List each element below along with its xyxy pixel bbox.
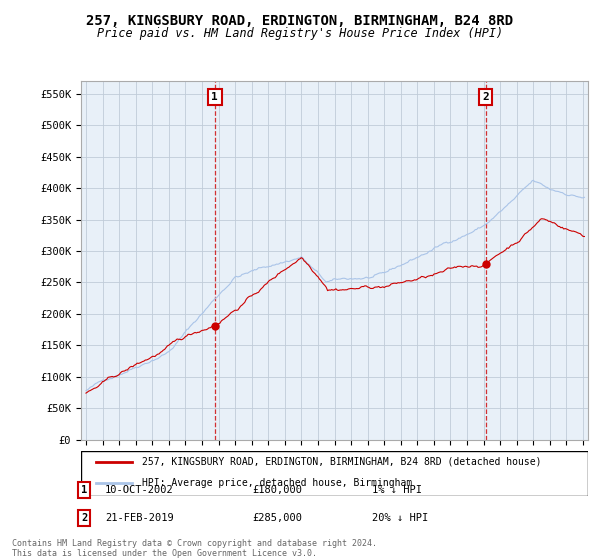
Text: 2: 2 (482, 92, 489, 102)
Text: HPI: Average price, detached house, Birmingham: HPI: Average price, detached house, Birm… (142, 478, 412, 488)
Text: 257, KINGSBURY ROAD, ERDINGTON, BIRMINGHAM, B24 8RD: 257, KINGSBURY ROAD, ERDINGTON, BIRMINGH… (86, 14, 514, 28)
Text: 1: 1 (211, 92, 218, 102)
Text: 10-OCT-2002: 10-OCT-2002 (105, 485, 174, 495)
Text: Contains HM Land Registry data © Crown copyright and database right 2024.
This d: Contains HM Land Registry data © Crown c… (12, 539, 377, 558)
Text: 1% ↓ HPI: 1% ↓ HPI (372, 485, 422, 495)
Text: 257, KINGSBURY ROAD, ERDINGTON, BIRMINGHAM, B24 8RD (detached house): 257, KINGSBURY ROAD, ERDINGTON, BIRMINGH… (142, 457, 541, 467)
Text: 2: 2 (81, 513, 87, 523)
Text: Price paid vs. HM Land Registry's House Price Index (HPI): Price paid vs. HM Land Registry's House … (97, 27, 503, 40)
Text: £180,000: £180,000 (252, 485, 302, 495)
Text: 20% ↓ HPI: 20% ↓ HPI (372, 513, 428, 523)
FancyBboxPatch shape (81, 451, 588, 496)
Text: 1: 1 (81, 485, 87, 495)
Text: £285,000: £285,000 (252, 513, 302, 523)
Text: 21-FEB-2019: 21-FEB-2019 (105, 513, 174, 523)
